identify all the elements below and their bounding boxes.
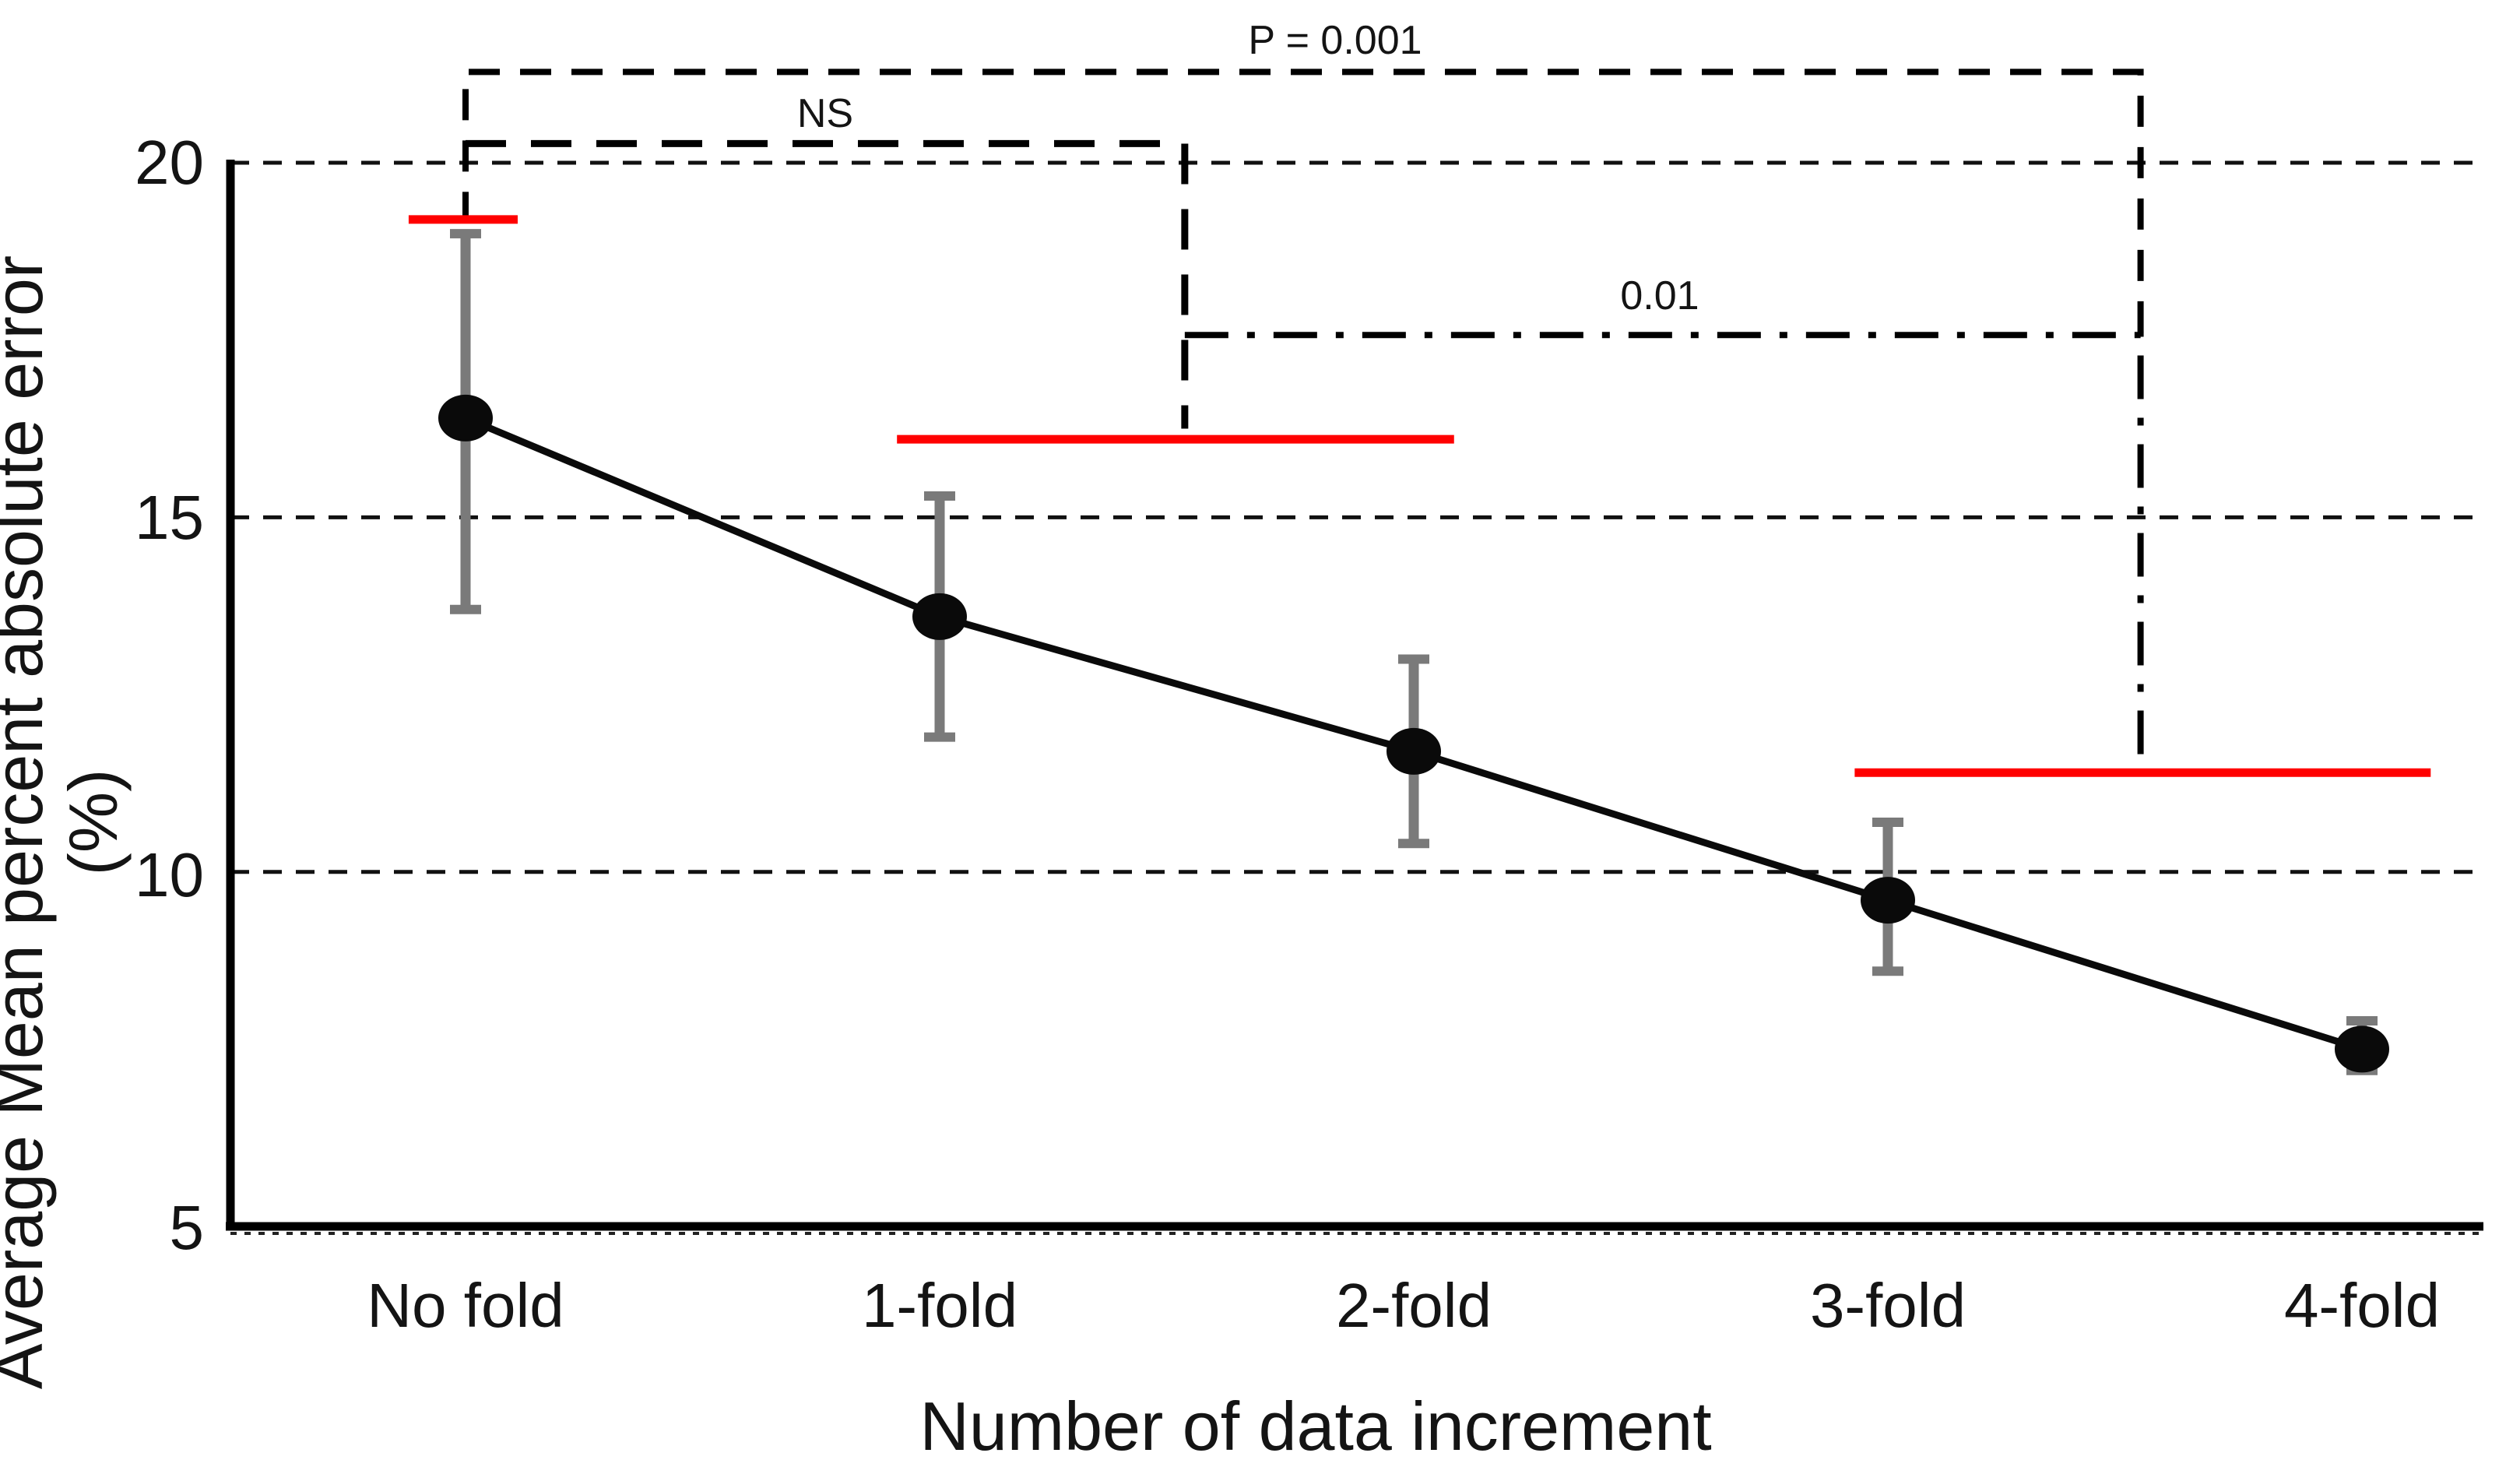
y-tick-20: 20: [135, 128, 204, 197]
x-tick-no-fold: No fold: [367, 1271, 564, 1340]
x-tick-1-fold: 1-fold: [861, 1271, 1018, 1340]
significance-label-p-0001: P = 0.001: [1248, 18, 1422, 63]
data-point-no-fold: [438, 394, 493, 442]
x-tick-2-fold: 2-fold: [1335, 1271, 1492, 1340]
x-tick-4-fold: 4-fold: [2283, 1271, 2441, 1340]
significance-bracket-ns: [466, 139, 1189, 429]
significance-bracket-p0001: [462, 69, 2144, 336]
x-axis-title: Number of data increment: [919, 1388, 1712, 1465]
data-point-2-fold: [1387, 727, 1441, 775]
y-tick-15: 15: [135, 483, 204, 552]
significance-label-001: 0.01: [1620, 273, 1699, 318]
y-axis-title: Average Mean percent absolute error (%): [0, 255, 132, 1390]
data-point-3-fold: [1861, 877, 1915, 924]
significance-bracket-001: [1184, 332, 2144, 767]
data-point-1-fold: [912, 593, 967, 640]
x-tick-3-fold: 3-fold: [1809, 1271, 1966, 1340]
significance-label-ns: NS: [796, 91, 854, 136]
y-tick-5: 5: [169, 1193, 205, 1262]
data-point-4-fold: [2335, 1025, 2389, 1073]
y-tick-10: 10: [135, 840, 204, 909]
